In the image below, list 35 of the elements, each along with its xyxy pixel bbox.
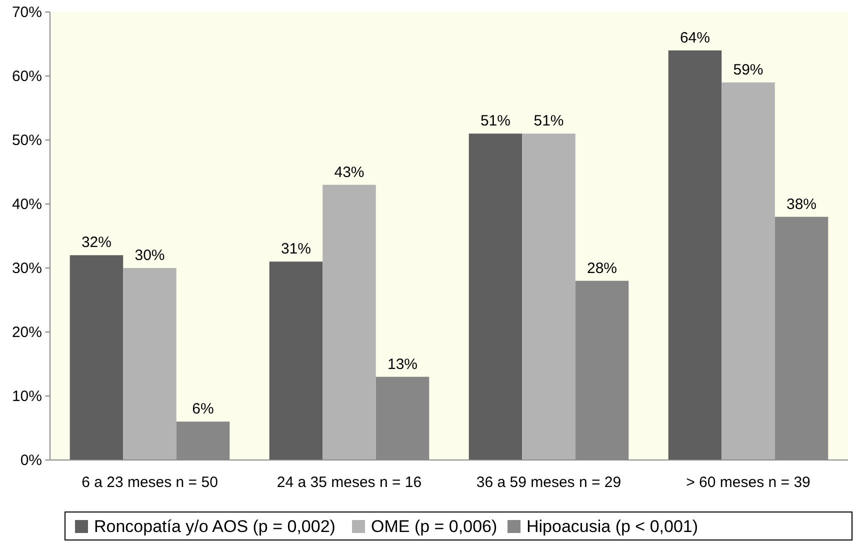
bar xyxy=(269,262,323,460)
data-label: 13% xyxy=(388,356,418,373)
data-label: 31% xyxy=(280,240,311,258)
y-tick-label: 60% xyxy=(12,68,42,85)
data-label: 28% xyxy=(587,260,618,277)
y-tick-label: 0% xyxy=(20,452,42,469)
data-label: 6% xyxy=(192,400,214,418)
legend-label: Hipoacusia (p < 0,001) xyxy=(526,517,698,536)
data-label: 43% xyxy=(334,164,364,181)
bar xyxy=(70,255,124,460)
y-tick-label: 50% xyxy=(12,132,42,149)
data-label: 64% xyxy=(680,29,710,46)
bar xyxy=(522,134,576,460)
x-tick-label: > 60 meses n = 39 xyxy=(686,474,810,491)
y-tick-label: 20% xyxy=(12,324,42,341)
x-tick-label: 6 a 23 meses n = 50 xyxy=(82,474,218,491)
data-label: 59% xyxy=(733,61,764,78)
bar xyxy=(668,50,722,460)
data-label: 38% xyxy=(786,196,817,213)
x-tick-label: 36 a 59 meses n = 29 xyxy=(476,474,622,491)
data-label: 32% xyxy=(81,234,112,252)
bar xyxy=(322,184,376,460)
y-tick-label: 40% xyxy=(12,196,42,213)
bar xyxy=(468,134,522,460)
x-tick-label: 24 a 35 meses n = 16 xyxy=(276,474,422,491)
y-tick-label: 70% xyxy=(12,4,42,21)
y-tick-label: 30% xyxy=(12,260,42,277)
legend-label: OME (p = 0,006) xyxy=(371,517,498,536)
data-label: 30% xyxy=(134,247,165,264)
data-label: 51% xyxy=(480,112,510,130)
legend-label: Roncopatía y/o AOS (p = 0,002) xyxy=(94,517,336,536)
y-tick-label: 10% xyxy=(12,388,42,405)
bar xyxy=(722,82,775,460)
data-label: 51% xyxy=(534,112,564,130)
bar xyxy=(123,268,176,460)
